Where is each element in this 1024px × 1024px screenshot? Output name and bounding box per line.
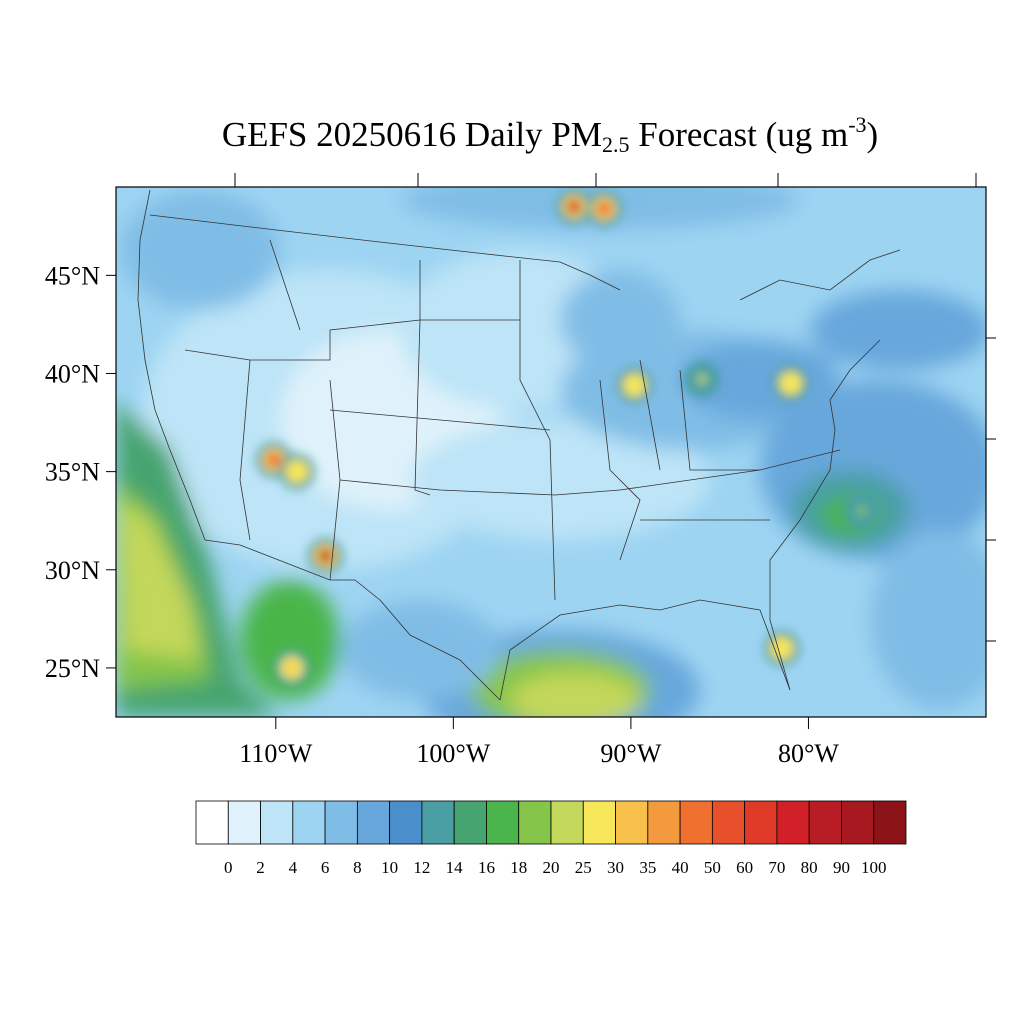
lon-label: 90°W (600, 739, 661, 768)
hotspot-pennsylvania (785, 378, 796, 389)
colorbar-label: 50 (704, 858, 721, 877)
colorbar-label: 12 (413, 858, 430, 877)
hotspot-chicago (629, 380, 640, 391)
colorbar-swatch (227, 800, 261, 845)
lon-label: 110°W (239, 739, 312, 768)
hotspot-ohio-valley (696, 374, 707, 385)
hotspot-canada-fire-2 (599, 203, 610, 214)
colorbar-swatch (647, 800, 681, 845)
map-ticks (106, 173, 996, 729)
colorbar-swatch (615, 800, 649, 845)
colorbar-label: 10 (381, 858, 398, 877)
colorbar: 0 2 4 6 8 10 12 14 16 18 20 25 30 35 40 50 60 70 80 90 100 (195, 800, 907, 877)
colorbar-swatch (356, 800, 391, 845)
colorbar-swatch (389, 800, 423, 845)
lat-label: 30°N (45, 556, 100, 585)
colorbar-swatch (744, 800, 778, 845)
hotspot-arizona-fire (269, 454, 280, 465)
lat-label: 45°N (45, 261, 100, 290)
hotspot-nm-az-fire (320, 551, 331, 562)
latitude-labels: 25°N 30°N 35°N 40°N 45°N (45, 261, 100, 683)
hotspot-canada-fire (569, 201, 580, 212)
map-title: GEFS 20250616 Daily PM2.5 Forecast (ug m… (221, 112, 879, 157)
colorbar-swatch (260, 800, 294, 845)
colorbar-label: 80 (801, 858, 818, 877)
colorbar-swatch (486, 800, 520, 845)
hotspot-atlantic-plume (856, 505, 867, 516)
colorbar-label: 6 (321, 858, 330, 877)
colorbar-label: 2 (256, 858, 265, 877)
pm25-concentration-field (116, 187, 986, 717)
colorbar-label: 90 (833, 858, 850, 877)
colorbar-swatch (324, 800, 358, 845)
colorbar-swatch (776, 800, 810, 845)
colorbar-swatch (421, 800, 455, 845)
colorbar-label: 70 (768, 858, 785, 877)
colorbar-swatch (195, 800, 229, 845)
lon-label: 100°W (416, 739, 490, 768)
colorbar-swatch (582, 800, 616, 845)
lat-label: 25°N (45, 654, 100, 683)
hotspot-florida (776, 643, 787, 654)
colorbar-label: 18 (510, 858, 527, 877)
colorbar-label: 16 (478, 858, 495, 877)
colorbar-label: 40 (672, 858, 689, 877)
colorbar-swatch (292, 800, 326, 845)
colorbar-label: 14 (446, 858, 464, 877)
colorbar-label: 60 (736, 858, 753, 877)
colorbar-swatch (808, 800, 842, 845)
colorbar-label: 100 (861, 858, 887, 877)
colorbar-swatch (550, 800, 584, 845)
hotspot-arizona-fire-2 (292, 466, 303, 477)
colorbar-label: 25 (575, 858, 592, 877)
lat-label: 40°N (45, 359, 100, 388)
colorbar-swatch (679, 800, 713, 845)
colorbar-label: 8 (353, 858, 362, 877)
state-boundaries (137, 189, 901, 701)
hotspot-mexico-fire (286, 662, 297, 673)
colorbar-label: 4 (289, 858, 298, 877)
longitude-labels: 110°W 100°W 90°W 80°W (239, 739, 839, 768)
colorbar-swatch (841, 800, 875, 845)
map-frame (115, 186, 987, 718)
colorbar-label: 30 (607, 858, 624, 877)
colorbar-swatch (518, 800, 552, 845)
colorbar-swatch (873, 800, 907, 845)
colorbar-label: 0 (224, 858, 233, 877)
colorbar-swatch (453, 800, 487, 845)
lat-label: 35°N (45, 458, 100, 487)
lon-label: 80°W (778, 739, 839, 768)
colorbar-label: 20 (543, 858, 560, 877)
colorbar-swatch (711, 800, 746, 845)
colorbar-label: 35 (639, 858, 656, 877)
